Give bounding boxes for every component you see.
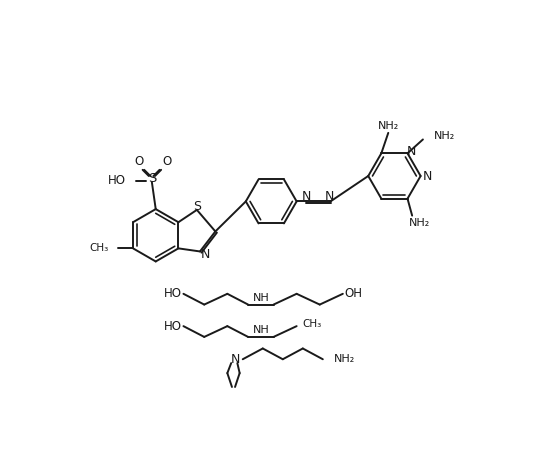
Text: HO: HO xyxy=(164,320,182,333)
Text: CH₃: CH₃ xyxy=(89,244,108,253)
Text: S: S xyxy=(193,200,201,213)
Text: O: O xyxy=(134,155,143,168)
Text: NH: NH xyxy=(252,293,269,303)
Text: N: N xyxy=(407,144,416,158)
Text: HO: HO xyxy=(164,287,182,300)
Text: N: N xyxy=(423,170,432,183)
Text: N: N xyxy=(325,190,335,202)
Text: CH₃: CH₃ xyxy=(303,319,322,329)
Text: NH₂: NH₂ xyxy=(378,121,399,131)
Text: NH: NH xyxy=(252,325,269,335)
Text: OH: OH xyxy=(344,287,362,300)
Text: NH₂: NH₂ xyxy=(434,131,455,142)
Text: HO: HO xyxy=(108,174,126,187)
Text: O: O xyxy=(162,155,171,168)
Text: N: N xyxy=(302,190,311,202)
Text: N: N xyxy=(231,353,240,366)
Text: S: S xyxy=(148,172,156,185)
Text: NH₂: NH₂ xyxy=(409,218,431,228)
Text: N: N xyxy=(201,248,210,261)
Text: NH₂: NH₂ xyxy=(334,354,355,364)
